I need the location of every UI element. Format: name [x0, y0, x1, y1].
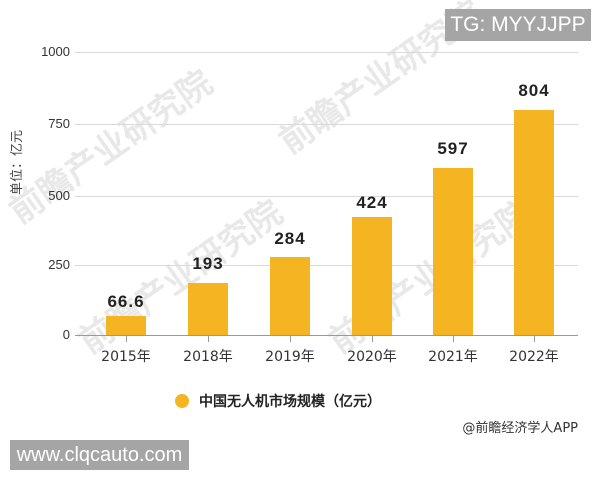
x-tick-label: 2018年: [183, 349, 233, 365]
bar-value-label: 804: [518, 81, 550, 100]
source-credit: @前瞻经济学人APP: [462, 421, 578, 436]
x-tick: [126, 336, 127, 342]
y-tick-label: 250: [48, 257, 70, 272]
x-tick-label: 2022年: [509, 349, 559, 365]
y-tick-label: 1000: [41, 44, 70, 59]
bar-value-label: 193: [192, 254, 224, 273]
bar-value-label: 424: [356, 193, 388, 212]
x-tick-label: 2020年: [347, 349, 397, 365]
x-axis-line: [75, 335, 578, 336]
y-tick-label: 0: [62, 327, 70, 342]
x-tick-label: 2019年: [265, 349, 315, 365]
gridline: [75, 124, 578, 125]
bar-2019: [270, 257, 310, 335]
x-tick-label: 2015年: [101, 349, 151, 365]
watermark-tag-bottom: www.clqcauto.com: [10, 440, 189, 470]
bar-value-label: 597: [437, 139, 469, 158]
x-tick-label: 2021年: [428, 349, 478, 365]
x-tick: [290, 336, 291, 342]
x-tick: [372, 336, 373, 342]
y-axis-label: 单位：亿元: [10, 129, 25, 195]
gridline: [75, 52, 578, 53]
bar-2022: [514, 110, 554, 335]
bar-2020: [352, 217, 392, 335]
bar-2018: [188, 283, 228, 335]
legend: 中国无人机市场规模（亿元）: [175, 391, 381, 411]
y-tick-label: 750: [48, 116, 70, 131]
gridline: [75, 196, 578, 197]
gridline: [75, 265, 578, 266]
bar-value-label: 66.6: [107, 292, 145, 311]
x-tick: [208, 336, 209, 342]
legend-dot-icon: [175, 394, 189, 408]
bar-2015: [106, 316, 146, 335]
x-tick: [534, 336, 535, 342]
bar-value-label: 284: [274, 229, 306, 248]
y-tick-label: 500: [48, 188, 70, 203]
x-tick: [453, 336, 454, 342]
watermark-tag-top: TG: MYYJJPP: [445, 9, 591, 41]
watermark-text: 前瞻产业研究院: [2, 62, 220, 233]
legend-label: 中国无人机市场规模（亿元）: [199, 394, 381, 410]
watermark-text: 前瞻产业研究院: [72, 192, 290, 363]
bar-2021: [433, 168, 473, 335]
